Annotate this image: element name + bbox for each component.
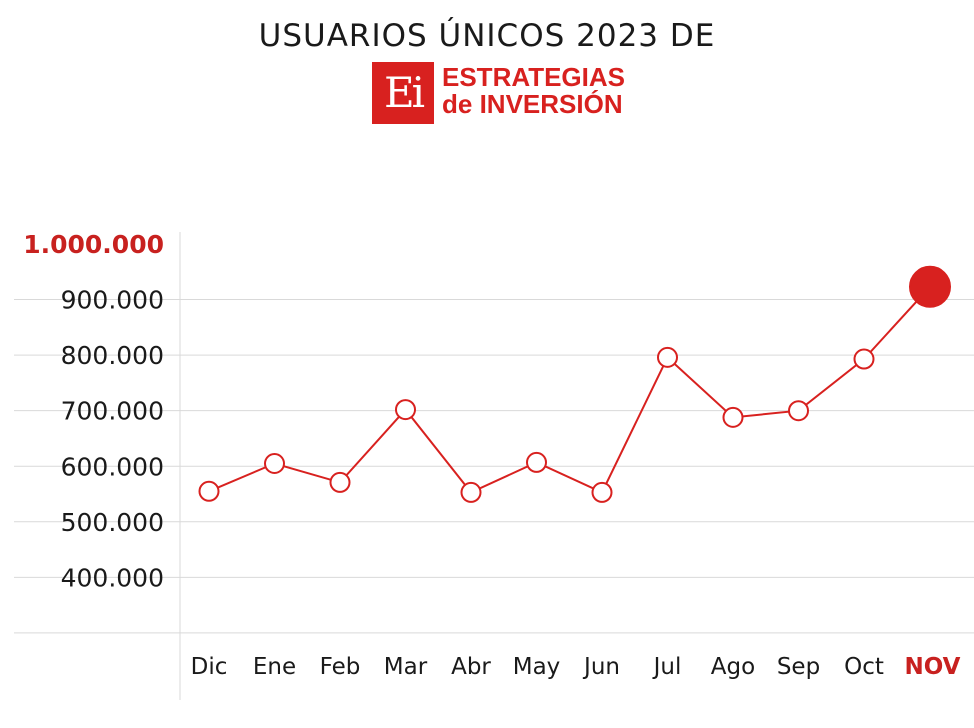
y-axis-labels: 400.000 500.000 600.000 700.000 800.000 900.0… xyxy=(23,230,164,592)
x-tick-label: Oct xyxy=(844,654,884,680)
y-tick-label: 500.000 xyxy=(61,508,164,537)
y-tick-label: 400.000 xyxy=(61,563,164,592)
x-tick-label: Jul xyxy=(652,654,682,680)
data-point xyxy=(853,348,875,370)
x-tick-label: Ene xyxy=(253,654,296,680)
logo-mark: Ei xyxy=(372,62,434,124)
series-line xyxy=(208,286,931,494)
x-tick-label: Abr xyxy=(451,654,491,680)
y-tick-label: 600.000 xyxy=(61,452,164,481)
chart-title: USUARIOS ÚNICOS 2023 DE xyxy=(258,18,716,54)
data-point xyxy=(722,406,744,428)
data-point xyxy=(264,453,285,475)
logo-line-1: ESTRATEGIAS xyxy=(442,62,625,92)
data-point xyxy=(657,346,678,368)
data-point xyxy=(788,400,809,422)
x-tick-label: Mar xyxy=(384,654,428,680)
y-tick-label: 1.000.000 xyxy=(23,230,164,259)
logo-wordmark: ESTRATEGIAS de INVERSIÓN xyxy=(442,64,702,118)
y-tick-label: 700.000 xyxy=(61,397,164,426)
data-point xyxy=(591,481,613,503)
data-point xyxy=(329,471,351,493)
x-tick-label: Dic xyxy=(191,654,228,680)
data-point xyxy=(526,451,547,473)
x-tick-label: May xyxy=(513,654,561,680)
grid-lines xyxy=(14,232,974,700)
series-polyline xyxy=(208,286,931,494)
logo-line-2: de INVERSIÓN xyxy=(442,89,623,119)
y-tick-label: 900.000 xyxy=(61,286,164,315)
x-tick-label: Jun xyxy=(582,654,620,680)
x-tick-label: Feb xyxy=(320,654,361,680)
x-tick-label: Sep xyxy=(777,654,820,680)
y-tick-label: 800.000 xyxy=(61,341,164,370)
data-point xyxy=(395,399,416,421)
x-tick-label: NOV xyxy=(905,654,961,680)
x-tick-label: Ago xyxy=(711,654,755,680)
data-points xyxy=(198,265,951,503)
data-point xyxy=(460,481,482,503)
data-point xyxy=(198,480,220,502)
highlight-data-point xyxy=(909,265,951,308)
x-axis-labels: Dic Ene Feb Mar Abr May Jun Jul Ago Sep Oct NOV xyxy=(191,654,961,680)
